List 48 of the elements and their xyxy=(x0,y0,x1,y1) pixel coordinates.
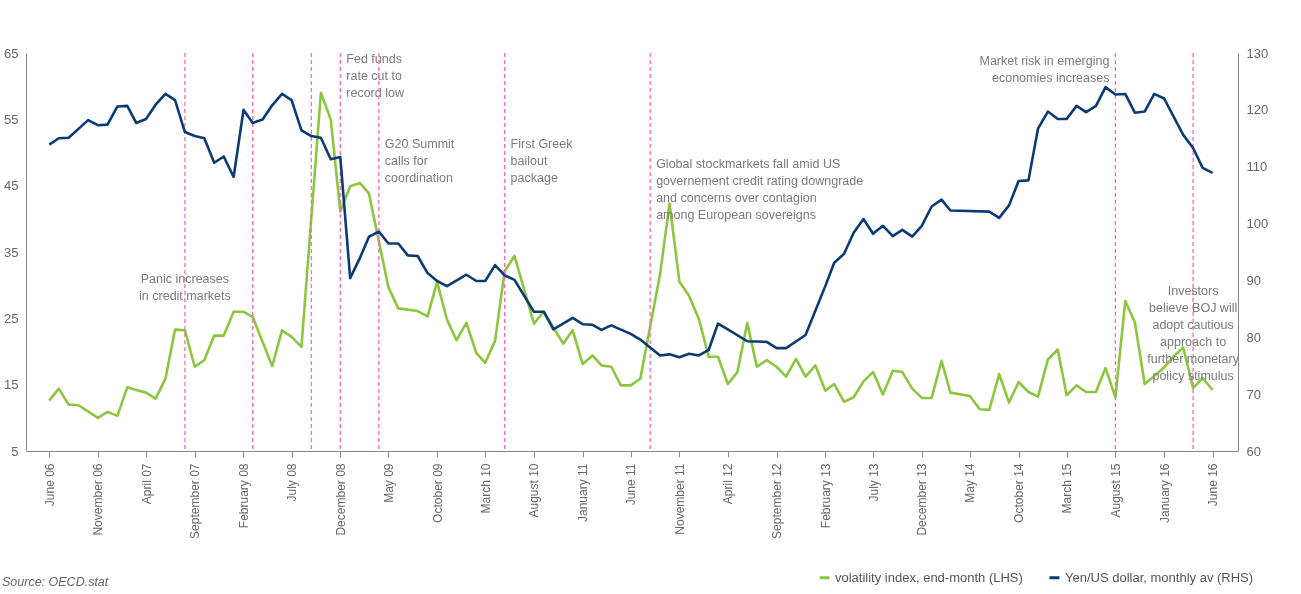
y-tick-label: 65 xyxy=(4,45,19,61)
x-tick-label: June 06 xyxy=(42,463,57,507)
y-tick-label: 55 xyxy=(4,111,19,127)
x-tick-label: December 08 xyxy=(333,463,348,536)
y-tick-label: 35 xyxy=(4,244,19,260)
y-tick-label: 15 xyxy=(4,377,19,393)
x-tick-label: April 07 xyxy=(139,463,154,505)
x-tick-label: November 11 xyxy=(672,463,687,535)
y-tick-label: 45 xyxy=(4,178,19,194)
y2-tick-label: 90 xyxy=(1246,272,1261,288)
x-tick-label: August 10 xyxy=(527,463,542,518)
ref-line-label: First Greek bailout package xyxy=(510,137,574,185)
y2-tick-label: 100 xyxy=(1246,216,1269,232)
x-tick-label: February 08 xyxy=(237,463,251,529)
x-tick-label: January 11 xyxy=(576,463,591,522)
x-tick-label: November 06 xyxy=(91,463,106,536)
x-tick-label: February 13 xyxy=(818,463,833,529)
y-tick-label: 25 xyxy=(4,310,19,326)
y2-tick-label: 60 xyxy=(1246,443,1261,459)
y2-tick-label: 80 xyxy=(1246,329,1261,345)
x-tick-label: January 16 xyxy=(1157,463,1172,523)
ref-line-label: Market risk in emerging economies increases xyxy=(979,54,1110,85)
x-tick-label: July 08 xyxy=(285,463,300,502)
y-tick-label: 5 xyxy=(11,443,19,459)
legend-label: Yen/US dollar, monthly av (RHS) xyxy=(1065,569,1254,585)
ref-line-label: G20 Summit calls for coordination xyxy=(384,137,455,185)
source-note: Source: OECD.stat xyxy=(2,575,109,589)
x-tick-label: October 09 xyxy=(430,463,445,523)
ref-line-label: Fed funds rate cut to record low xyxy=(346,52,405,100)
ref-line-label: Panic increases in credit markets xyxy=(139,272,231,303)
y2-tick-label: 130 xyxy=(1246,45,1269,61)
x-tick-label: September 12 xyxy=(770,463,785,539)
y2-tick-label: 110 xyxy=(1246,159,1268,175)
x-tick-label: October 14 xyxy=(1012,463,1027,523)
x-tick-label: May 09 xyxy=(381,463,396,503)
x-tick-label: August 15 xyxy=(1108,463,1123,518)
y2-tick-label: 70 xyxy=(1246,386,1261,402)
x-tick-label: May 14 xyxy=(963,463,978,503)
x-tick-label: April 12 xyxy=(721,463,736,505)
x-tick-label: March 15 xyxy=(1060,463,1075,514)
x-tick-label: July 13 xyxy=(866,463,881,502)
x-tick-label: September 07 xyxy=(188,463,203,539)
legend-label: volatility index, end-month (LHS) xyxy=(835,569,1023,585)
x-tick-label: December 13 xyxy=(915,463,930,536)
x-tick-label: June 16 xyxy=(1206,463,1221,507)
x-tick-label: March 10 xyxy=(478,463,493,514)
x-tick-label: June 11 xyxy=(624,463,639,506)
y2-tick-label: 120 xyxy=(1246,102,1269,118)
